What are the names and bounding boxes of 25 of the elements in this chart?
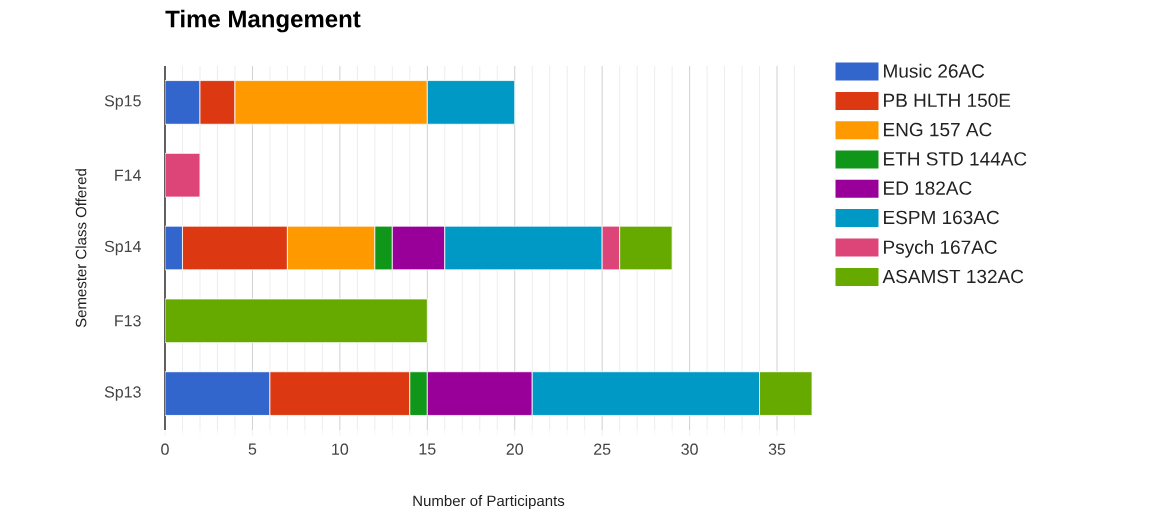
legend-label: Psych 167AC	[884, 239, 997, 258]
legend-label: ESPM 163AC	[884, 210, 999, 225]
x-tick-label: 30	[681, 443, 698, 455]
x-tick-label: 15	[419, 443, 436, 455]
bar	[165, 152, 201, 198]
y-tick-label: F13	[115, 315, 141, 327]
x-axis-title: Number of Participants	[413, 495, 565, 510]
x-tick-label: 10	[332, 443, 349, 455]
y-tick-label: Sp13	[104, 386, 141, 401]
x-tick-label: 35	[768, 443, 786, 455]
legend-label: ASAMST 132AC	[882, 269, 1024, 284]
legend-label: PB HLTH 150E	[884, 93, 1011, 108]
legend-label: ED 182AC	[884, 181, 972, 195]
chart-title: Time Mangement	[165, 9, 361, 33]
x-tick-label: 0	[161, 443, 169, 455]
x-tick-label: 20	[506, 443, 523, 455]
y-tick-label: F14	[115, 169, 141, 181]
y-axis-title: Semester Class Offered	[75, 169, 87, 328]
legend-label: ETH STD 144AC	[884, 152, 1027, 166]
legend-label: Music 26AC	[884, 63, 985, 78]
legend-label: ENG 157 AC	[884, 122, 992, 137]
y-tick-label: Sp14	[104, 240, 141, 256]
x-tick-label: 5	[248, 443, 257, 455]
x-tick-label: 25	[594, 443, 611, 455]
y-tick-label: Sp15	[104, 95, 141, 110]
